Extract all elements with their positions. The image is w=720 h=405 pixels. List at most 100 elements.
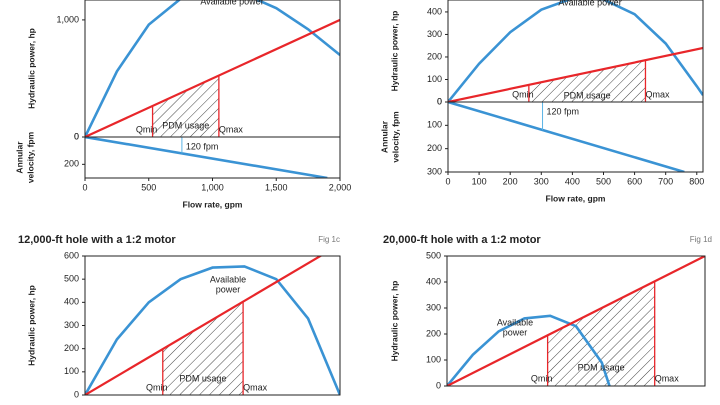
x-tick-label: 200	[503, 176, 518, 186]
y-tick-label: 300	[427, 166, 442, 176]
range-label: Qmin	[136, 124, 158, 134]
range-label: Qmax	[645, 89, 670, 99]
pdm-usage-label: PDM usage	[162, 121, 209, 131]
y-tick-label: 200	[427, 51, 442, 61]
x-tick-label: 500	[596, 176, 611, 186]
series-line	[448, 102, 685, 172]
y-tick-label: 200	[64, 343, 79, 353]
x-axis-label: Flow rate, gpm	[546, 193, 606, 203]
y-tick-label: 0	[437, 96, 442, 106]
y-axis-label: Hydraulic power, hp	[389, 281, 399, 362]
y-tick-label: 1,000	[56, 14, 79, 24]
y-axis-label: velocity, fpm	[25, 131, 35, 183]
range-label: Qmin	[146, 382, 168, 392]
y-axis-label: Hydraulic power, hp	[389, 11, 399, 92]
series-line	[85, 0, 340, 137]
y-tick-label: 300	[64, 320, 79, 330]
plot-area	[447, 256, 705, 386]
panel: 12,000-ft hole with a 1:2 motor Fig 1c Hyd…	[18, 234, 341, 399]
plot-area	[448, 102, 685, 172]
y-tick-label: 200	[426, 328, 441, 338]
x-tick-label: 800	[689, 176, 704, 186]
series-line	[85, 265, 340, 395]
y-tick-label: 100	[64, 366, 79, 376]
plot-frame	[84, 136, 341, 179]
y-axis-label: Hydraulic power, hp	[26, 28, 36, 109]
x-tick-label: 500	[141, 182, 156, 192]
threshold-label: 120 fpm	[547, 106, 580, 116]
x-axis-label: Flow rate, gpm	[183, 199, 243, 209]
y-tick-label: 400	[64, 297, 79, 307]
range-label: Qmax	[655, 373, 680, 383]
plot-area	[85, 0, 340, 137]
y-tick-label: 0	[74, 389, 79, 399]
pdm-usage-area	[528, 60, 646, 102]
plot-frame	[84, 255, 341, 396]
y-tick-label: 400	[427, 6, 442, 16]
y-tick-label: 100	[427, 120, 442, 130]
x-tick-label: 600	[627, 176, 642, 186]
y-axis-label: Annular	[14, 141, 24, 174]
x-tick-label: 400	[565, 176, 580, 186]
panel: Hydraulic power, hp 0 100 200 300 400 Qmin Qmax…	[389, 0, 704, 106]
plot-area	[85, 137, 328, 178]
series-line	[85, 256, 323, 395]
series-line	[85, 18, 340, 137]
available-power-label: Available power	[200, 0, 263, 6]
y-tick-label: 400	[426, 276, 441, 286]
x-tick-label: 1,000	[201, 182, 224, 192]
pdm-usage-area	[152, 75, 219, 137]
series-line	[85, 137, 328, 178]
panel: Annular velocity, fpm 0 200 0 500 1,000 1,500 2,…	[14, 131, 351, 209]
available-power-label: Available	[210, 274, 246, 284]
y-tick-label: 0	[436, 380, 441, 390]
figure-label: Fig 1c	[318, 235, 340, 244]
pdm-usage-label: PDM usage	[179, 373, 226, 383]
y-axis-label: Annular	[379, 120, 389, 153]
y-tick-label: 500	[426, 250, 441, 260]
series-line	[448, 0, 703, 102]
range-label: Qmin	[531, 373, 553, 383]
y-tick-label: 0	[437, 96, 442, 106]
pdm-usage-area	[162, 301, 244, 395]
x-tick-label: 0	[445, 176, 450, 186]
pdm-usage-label: PDM usage	[564, 90, 611, 100]
x-tick-label: 700	[658, 176, 673, 186]
y-tick-label: 500	[64, 274, 79, 284]
y-tick-label: 100	[427, 74, 442, 84]
y-axis-label: velocity, fpm	[390, 111, 400, 163]
threshold-label: 120 fpm	[186, 141, 219, 151]
y-tick-label: 300	[427, 29, 442, 39]
available-power-label: power	[503, 327, 528, 337]
x-tick-label: 100	[472, 176, 487, 186]
available-power-label: Available	[497, 317, 533, 327]
series-line	[447, 314, 611, 386]
series-line	[447, 256, 705, 386]
x-tick-label: 300	[534, 176, 549, 186]
range-label: Qmin	[512, 89, 534, 99]
y-tick-label: 200	[427, 143, 442, 153]
range-label: Qmax	[219, 124, 244, 134]
pdm-usage-area	[547, 281, 655, 386]
plot-area	[448, 0, 703, 102]
figure-label: Fig 1d	[690, 235, 712, 244]
chart-title: 20,000-ft hole with a 1:2 motor	[383, 234, 541, 246]
x-tick-label: 0	[82, 182, 87, 192]
plot-frame	[446, 255, 706, 387]
y-axis-label: Hydraulic power, hp	[26, 285, 36, 366]
y-tick-label: 0	[74, 131, 79, 141]
plot-area	[85, 256, 340, 395]
x-tick-label: 1,500	[265, 182, 288, 192]
pdm-usage-label: PDM usage	[578, 363, 625, 373]
y-tick-label: 300	[426, 302, 441, 312]
chart-title: 12,000-ft hole with a 1:2 motor	[18, 234, 176, 246]
available-power-label: Available power	[558, 0, 621, 7]
range-label: Qmax	[243, 382, 268, 392]
x-tick-label: 2,000	[329, 182, 352, 192]
y-tick-label: 600	[64, 250, 79, 260]
series-line	[448, 46, 703, 102]
y-tick-label: 200	[64, 159, 79, 169]
